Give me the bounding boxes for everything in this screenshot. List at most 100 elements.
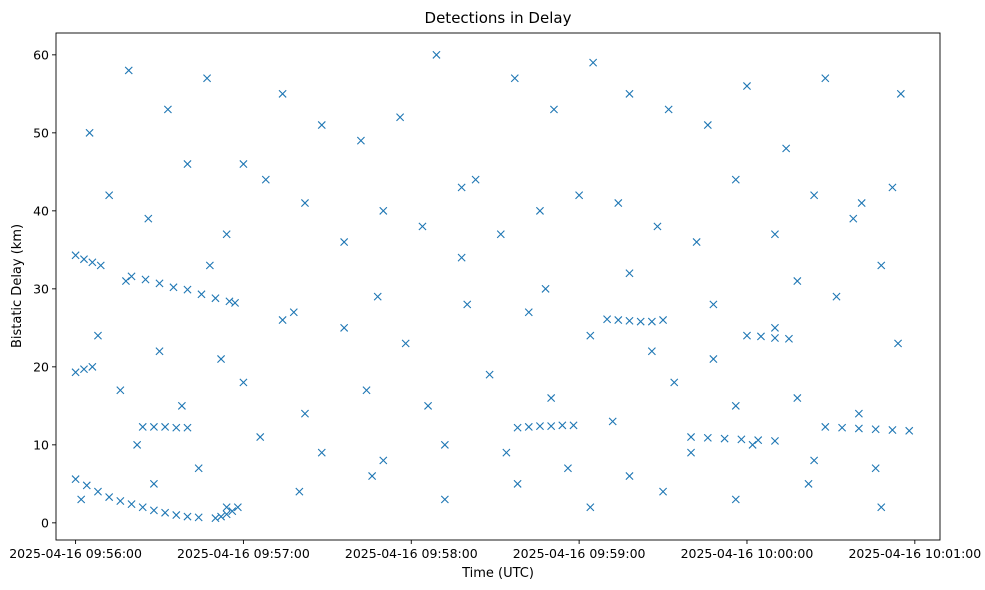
data-point-stroke xyxy=(177,401,186,410)
data-point-stroke xyxy=(664,105,673,114)
data-point-stroke xyxy=(838,423,847,432)
data-point xyxy=(720,434,729,443)
data-point xyxy=(737,435,746,444)
chart-title: Detections in Delay xyxy=(425,9,572,27)
data-point-stroke xyxy=(625,269,634,278)
data-point-stroke xyxy=(300,199,309,208)
data-point-stroke xyxy=(896,89,905,98)
data-point xyxy=(295,487,304,496)
data-point-stroke xyxy=(457,183,466,192)
data-point xyxy=(625,472,634,481)
data-point xyxy=(547,394,556,403)
data-point-stroke xyxy=(720,434,729,443)
data-point-stroke xyxy=(71,475,80,484)
data-point xyxy=(569,421,578,430)
x-axis-label: Time (UTC) xyxy=(461,566,534,581)
data-point-stroke xyxy=(144,214,153,223)
data-point-stroke xyxy=(149,506,158,515)
data-point-stroke xyxy=(614,316,623,325)
data-point xyxy=(894,339,903,348)
data-point-stroke xyxy=(217,355,226,364)
data-point-stroke xyxy=(289,308,298,317)
data-point-stroke xyxy=(703,433,712,442)
data-point-stroke xyxy=(821,422,830,431)
data-point-stroke xyxy=(203,74,212,83)
data-point xyxy=(105,191,114,200)
data-point xyxy=(317,121,326,130)
data-point-stroke xyxy=(793,277,802,286)
data-point xyxy=(549,105,558,114)
data-point-stroke xyxy=(894,339,903,348)
data-point-stroke xyxy=(127,500,136,509)
data-point-stroke xyxy=(228,507,237,516)
data-points xyxy=(71,50,914,523)
data-point-stroke xyxy=(575,191,584,200)
data-point xyxy=(289,308,298,317)
data-point-stroke xyxy=(172,511,181,520)
data-point-stroke xyxy=(754,436,763,445)
data-point xyxy=(731,175,740,184)
data-point-stroke xyxy=(368,472,377,481)
data-point xyxy=(471,175,480,184)
data-point xyxy=(804,479,813,488)
data-point xyxy=(222,503,231,512)
data-point xyxy=(586,331,595,340)
data-point xyxy=(810,456,819,465)
data-point xyxy=(793,394,802,403)
data-point-stroke xyxy=(905,426,914,435)
data-point-stroke xyxy=(647,347,656,356)
data-point xyxy=(687,433,696,442)
data-point-stroke xyxy=(105,493,114,502)
data-point xyxy=(233,503,242,512)
data-point xyxy=(558,421,567,430)
data-point xyxy=(149,422,158,431)
data-point xyxy=(742,331,751,340)
data-point xyxy=(905,426,914,435)
data-point xyxy=(161,508,170,517)
data-point xyxy=(440,495,449,504)
data-point xyxy=(79,255,88,264)
data-point-stroke xyxy=(871,464,880,473)
data-point-stroke xyxy=(88,258,97,267)
data-point xyxy=(854,424,863,433)
data-point xyxy=(535,422,544,431)
data-point-stroke xyxy=(742,331,751,340)
data-point xyxy=(586,503,595,512)
data-point xyxy=(228,507,237,516)
data-point-stroke xyxy=(877,261,886,270)
data-point-stroke xyxy=(85,128,94,137)
data-point-stroke xyxy=(300,409,309,418)
data-point-stroke xyxy=(197,290,206,299)
data-point-stroke xyxy=(670,378,679,387)
data-point-stroke xyxy=(547,422,556,431)
data-point-stroke xyxy=(121,277,130,286)
data-point xyxy=(317,448,326,457)
data-point xyxy=(163,105,172,114)
data-point xyxy=(155,347,164,356)
data-point-stroke xyxy=(569,421,578,430)
data-point-stroke xyxy=(222,510,231,519)
data-point xyxy=(222,230,231,239)
data-point-stroke xyxy=(770,230,779,239)
data-point xyxy=(88,258,97,267)
data-point-stroke xyxy=(440,495,449,504)
data-point xyxy=(625,316,634,325)
data-point xyxy=(625,269,634,278)
data-point xyxy=(659,316,668,325)
data-point xyxy=(124,66,133,75)
data-point-stroke xyxy=(356,136,365,145)
data-point-stroke xyxy=(82,481,91,490)
data-point-stroke xyxy=(463,300,472,309)
data-point-stroke xyxy=(155,347,164,356)
data-point xyxy=(203,74,212,83)
data-point-stroke xyxy=(709,355,718,364)
data-point xyxy=(183,512,192,521)
data-point-stroke xyxy=(211,514,220,523)
data-point-stroke xyxy=(138,503,147,512)
data-point-stroke xyxy=(278,89,287,98)
data-point xyxy=(121,277,130,286)
data-point-stroke xyxy=(233,503,242,512)
data-point xyxy=(183,285,192,294)
data-point-stroke xyxy=(79,255,88,264)
data-point-stroke xyxy=(877,503,886,512)
